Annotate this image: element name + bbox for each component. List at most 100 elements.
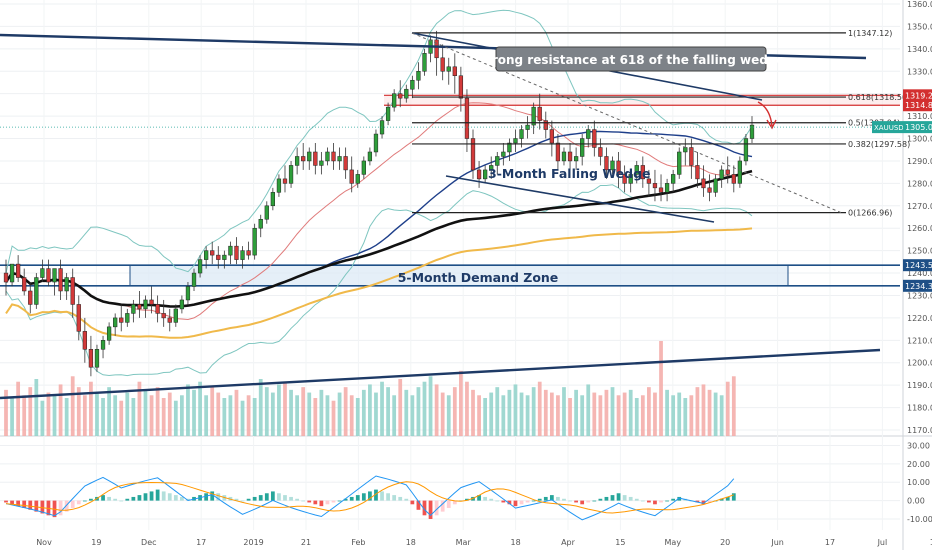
volume-bar <box>58 384 63 436</box>
candle-body <box>228 245 233 256</box>
volume-bar <box>4 389 8 436</box>
price-level-value: 1314.85 <box>905 101 932 110</box>
volume-bar <box>562 387 566 436</box>
price-level-value: 1243.51 <box>905 261 932 270</box>
price-tick-label: 1170.00 <box>907 426 932 435</box>
macd-histogram-bar <box>604 496 609 501</box>
macd-histogram-bar <box>34 500 39 512</box>
candle-body <box>270 192 275 207</box>
candle-body <box>258 218 263 229</box>
candle-body <box>167 317 172 323</box>
volume-bar <box>707 389 712 436</box>
macd-histogram-bar <box>22 500 27 508</box>
price-tick-label: 1360.00 <box>907 0 932 9</box>
macd-histogram-bar <box>422 500 427 516</box>
macd-histogram-bar <box>634 498 639 501</box>
fib-level-label: 0(1266.96) <box>848 209 892 218</box>
macd-histogram-bar <box>349 496 354 501</box>
volume-bar <box>477 395 481 436</box>
fib-level-label: 0.382(1297.58) <box>848 140 910 149</box>
macd-histogram-bar <box>319 500 324 507</box>
macd-histogram-bar <box>131 496 136 501</box>
wedge-label: 3-Month Falling Wedge <box>488 166 651 181</box>
sma-200-line <box>5 227 753 339</box>
volume-bar <box>125 392 130 436</box>
macd-histogram-bar <box>64 500 69 512</box>
volume-bar <box>368 384 372 436</box>
price-level-value: 1234.31 <box>905 282 932 291</box>
macd-line <box>5 475 735 521</box>
volume-bar <box>240 400 245 436</box>
candle-body <box>46 268 51 283</box>
volume-bar <box>610 387 615 436</box>
volume-bar <box>695 387 700 436</box>
volume-bar <box>653 392 657 436</box>
macd-histogram-bar <box>82 500 87 502</box>
price-tick-label: 1260.00 <box>907 224 932 233</box>
bollinger-lower <box>5 184 753 377</box>
volume-bar <box>246 395 251 436</box>
volume-bar <box>483 398 488 436</box>
volume-bar <box>507 389 512 436</box>
candle-body <box>513 138 518 144</box>
candle-body <box>452 66 457 76</box>
candle-body <box>131 304 136 314</box>
volume-bar <box>76 387 81 436</box>
macd-histogram-bar <box>113 498 118 501</box>
price-tick-label: 1200.00 <box>907 359 932 368</box>
price-tick-label: 1180.00 <box>907 404 932 413</box>
candle-body <box>9 263 15 283</box>
volume-bar <box>604 389 609 436</box>
macd-histogram-bar <box>665 500 669 502</box>
price-level-box <box>903 99 932 112</box>
candles-layer <box>3 30 755 377</box>
resistance-callout-text: Strong resistance at 618 of the falling … <box>477 53 784 67</box>
candle-body <box>537 106 542 121</box>
candle-body <box>392 93 397 108</box>
volume-bar <box>180 395 184 436</box>
volume-bar <box>343 387 348 436</box>
candle-body <box>113 317 118 328</box>
candle-body <box>28 290 33 305</box>
volume-bar <box>319 389 324 436</box>
macd-histogram-bar <box>216 493 221 501</box>
candle-body <box>646 178 652 184</box>
macd-histogram-bar <box>598 498 603 501</box>
volume-bar <box>634 398 639 436</box>
axes-layer: 1170.00 1180.00 1190.00 1200.00 1210.00 1220.… <box>36 0 932 550</box>
resistance-callout-box <box>495 46 767 72</box>
time-tick-label: 18 <box>511 538 521 547</box>
macd-histogram-bar <box>531 500 536 502</box>
candle-body <box>234 245 239 260</box>
candle-body <box>476 169 482 180</box>
time-tick-label: Apr <box>561 538 576 547</box>
labels-layer: 1(1347.12)0.618(1318.50)0.5(1307.04)0.38… <box>398 29 932 292</box>
candle-body <box>197 259 203 274</box>
symbol-tag-text: XAUUSD <box>874 124 904 132</box>
candle-body <box>725 169 730 175</box>
time-tick-label: Jul <box>877 538 888 547</box>
candle-body <box>319 160 324 166</box>
price-tick-label: 1270.00 <box>907 202 932 211</box>
macd-histogram-bar <box>161 491 166 501</box>
volume-bar <box>531 387 536 436</box>
volume-bar <box>167 392 172 436</box>
volume-bar <box>155 387 160 436</box>
volume-bar <box>119 400 124 436</box>
candle-body <box>683 147 688 153</box>
volume-bar <box>283 381 287 436</box>
candle-body <box>622 174 627 184</box>
candle-body <box>580 138 585 157</box>
candle-body <box>610 160 615 171</box>
time-tick-label: Nov <box>36 538 52 547</box>
volume-bar <box>537 381 542 436</box>
macd-histogram-bar <box>428 500 433 519</box>
candle-body <box>573 156 579 162</box>
macd-histogram-bar <box>452 500 457 505</box>
volume-bar <box>186 384 190 436</box>
candle-body <box>252 227 257 256</box>
volume-bar <box>622 392 627 436</box>
volume-bar <box>513 384 518 436</box>
volume-bar <box>465 381 469 436</box>
candle-body <box>149 299 154 305</box>
